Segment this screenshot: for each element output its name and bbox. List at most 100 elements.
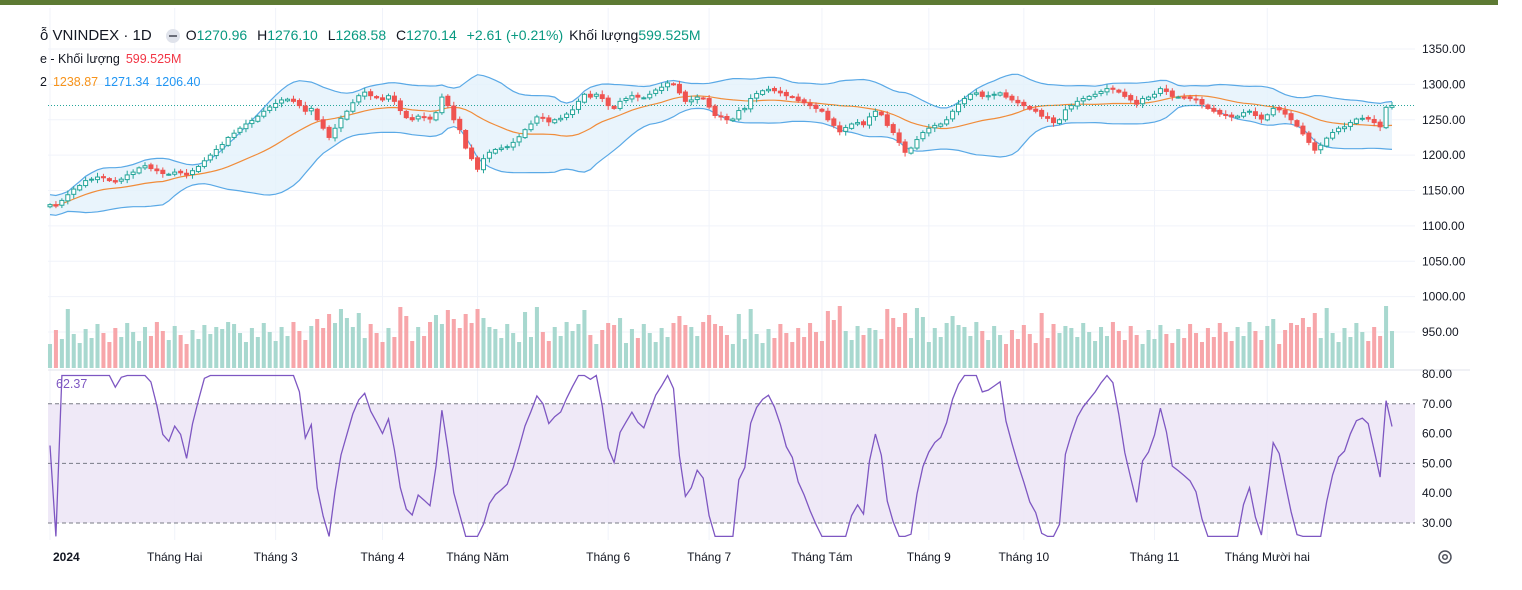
volume-bar xyxy=(1253,331,1258,368)
volume-bar xyxy=(790,342,795,368)
volume-bar xyxy=(1099,327,1104,368)
volume-bar xyxy=(356,313,361,368)
candle xyxy=(267,104,273,114)
volume-bar xyxy=(760,343,765,368)
volume-bar xyxy=(718,326,724,368)
volume-bar xyxy=(119,337,124,368)
candle xyxy=(706,94,712,110)
candle xyxy=(237,126,243,136)
volume-bar xyxy=(677,316,682,368)
candle xyxy=(184,168,190,179)
time-axis-label: Tháng 11 xyxy=(1130,550,1180,564)
volume-bar xyxy=(855,326,860,368)
candle xyxy=(94,172,101,184)
candle xyxy=(273,99,279,111)
candle xyxy=(1270,104,1276,117)
candle xyxy=(754,90,760,103)
candle xyxy=(736,107,742,122)
candle xyxy=(890,122,896,136)
candle xyxy=(225,136,231,147)
volume-bar xyxy=(1110,322,1115,368)
volume-bar xyxy=(914,308,919,368)
price-axis-label: 950.00 xyxy=(1422,325,1459,339)
candle xyxy=(522,128,528,139)
volume-bar xyxy=(689,327,694,368)
volume-bar xyxy=(1229,341,1234,368)
volume-bar xyxy=(766,329,771,368)
candle xyxy=(368,88,374,100)
volume-bar xyxy=(1015,339,1020,368)
volume-bar xyxy=(1134,335,1139,368)
candle xyxy=(344,109,350,121)
candle xyxy=(1062,106,1068,122)
candle xyxy=(1341,122,1348,133)
volume-bar xyxy=(1104,336,1109,368)
volume-bar xyxy=(534,307,539,368)
volume-bar xyxy=(457,328,462,368)
volume-bar xyxy=(813,332,819,368)
volume-bar xyxy=(1170,343,1175,368)
volume-bar xyxy=(629,329,634,368)
volume-bar xyxy=(564,322,569,368)
rsi-axis-label: 30.00 xyxy=(1422,516,1452,530)
high-label: H1276.10 xyxy=(257,27,318,43)
volume-bar xyxy=(944,323,949,368)
candle xyxy=(1163,84,1169,95)
volume-bar xyxy=(261,323,266,368)
volume-bar xyxy=(178,335,183,368)
volume-bar xyxy=(926,342,931,368)
bollinger-legend[interactable]: 2 1238.87 1271.34 1206.40 xyxy=(40,75,207,89)
volume-bar xyxy=(1128,326,1133,368)
volume-bar xyxy=(350,327,355,368)
volume-bar xyxy=(463,314,468,368)
volume-bar xyxy=(1294,325,1300,368)
volume-bar xyxy=(279,327,284,368)
candle xyxy=(872,108,878,121)
gear-icon[interactable] xyxy=(1436,548,1454,566)
candle xyxy=(391,91,397,105)
volume-bar xyxy=(65,309,70,368)
volume-bar xyxy=(1057,333,1062,368)
symbol-label[interactable]: ỗ VNINDEX · 1D xyxy=(40,27,152,44)
volume-bar xyxy=(867,328,872,368)
candle xyxy=(308,105,314,116)
candle xyxy=(302,101,308,115)
hide-series-button[interactable] xyxy=(165,29,180,44)
bb-band-fill xyxy=(50,74,1392,216)
volume-bar xyxy=(986,340,991,368)
price-axis-label: 1200.00 xyxy=(1422,148,1466,162)
volume-bar xyxy=(849,340,854,368)
volume-bar xyxy=(748,309,753,368)
candle xyxy=(617,97,623,111)
candle xyxy=(1187,94,1193,102)
candle xyxy=(1383,105,1389,130)
volume-bar xyxy=(742,339,747,368)
candle xyxy=(1122,88,1128,99)
candle xyxy=(1027,105,1033,111)
candle xyxy=(647,90,653,100)
volume-bar xyxy=(819,341,824,368)
candle xyxy=(1371,115,1377,127)
candle xyxy=(783,89,789,100)
volume-bar xyxy=(196,339,201,368)
candle xyxy=(1193,94,1199,104)
volume-bar xyxy=(1188,324,1193,368)
volume-bar xyxy=(1342,328,1347,368)
high-value: 1276.10 xyxy=(267,27,318,43)
candle xyxy=(249,117,255,128)
volume-bar xyxy=(505,324,510,368)
volume-legend[interactable]: e - Khối lượng 599.525M xyxy=(40,52,187,66)
candle xyxy=(878,110,884,117)
volume-bar xyxy=(190,330,195,368)
candle xyxy=(207,153,213,163)
candle xyxy=(967,92,973,101)
bb-prefix: 2 xyxy=(40,75,47,89)
low-value: 1268.58 xyxy=(335,27,387,43)
volume-bar xyxy=(1372,327,1377,368)
top-accent-bar xyxy=(0,0,1498,5)
candle xyxy=(932,122,938,133)
volume-bar xyxy=(938,337,943,368)
candle xyxy=(362,87,368,100)
volume-bar xyxy=(879,339,884,368)
